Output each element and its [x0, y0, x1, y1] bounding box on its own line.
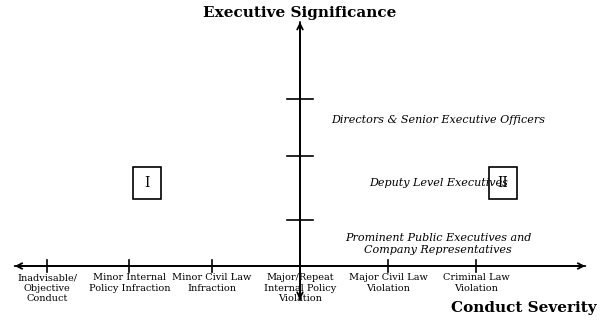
Text: Criminal Law
Violation: Criminal Law Violation	[443, 273, 510, 293]
Text: Executive Significance: Executive Significance	[203, 6, 397, 20]
Text: Major Civil Law
Violation: Major Civil Law Violation	[349, 273, 428, 293]
Text: I: I	[145, 176, 150, 190]
Bar	[489, 167, 517, 199]
Text: Directors & Senior Executive Officers: Directors & Senior Executive Officers	[331, 114, 545, 124]
Bar	[133, 167, 161, 199]
Text: Minor Internal
Policy Infraction: Minor Internal Policy Infraction	[89, 273, 170, 293]
Text: Major/Repeat
Internal Policy
Violation: Major/Repeat Internal Policy Violation	[264, 273, 336, 303]
Text: Conduct Severity: Conduct Severity	[451, 301, 596, 315]
Text: Prominent Public Executives and
Company Representatives: Prominent Public Executives and Company …	[345, 233, 532, 254]
Text: Inadvisable/
Objective
Conduct: Inadvisable/ Objective Conduct	[17, 273, 77, 303]
Text: II: II	[497, 176, 508, 190]
Text: Deputy Level Executives: Deputy Level Executives	[369, 178, 508, 188]
Text: Minor Civil Law
Infraction: Minor Civil Law Infraction	[172, 273, 251, 293]
